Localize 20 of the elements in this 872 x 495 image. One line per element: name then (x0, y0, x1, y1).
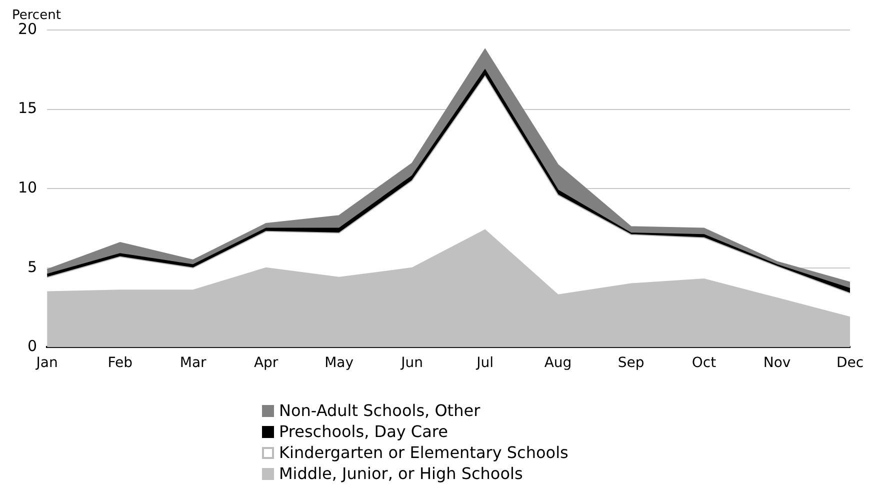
x-tick-label: Oct (692, 355, 717, 372)
legend-label: Non-Adult Schools, Other (279, 400, 480, 421)
x-tick-label: Feb (108, 355, 133, 372)
x-tick-label: Jun (400, 355, 423, 372)
legend-label: Middle, Junior, or High Schools (279, 463, 523, 484)
x-tick-label: May (324, 355, 354, 372)
x-tick-label: Jan (35, 355, 58, 372)
x-tick-label: Jul (476, 355, 494, 372)
legend-label: Kindergarten or Elementary Schools (279, 442, 568, 463)
x-tick-label: Aug (544, 355, 572, 372)
x-tick-label: Nov (763, 355, 791, 372)
y-tick-label: 15 (18, 99, 38, 118)
y-tick-label: 10 (18, 178, 38, 196)
y-tick-label: 0 (28, 337, 38, 356)
x-tick-label: Dec (836, 355, 864, 372)
legend-label: Preschools, Day Care (279, 421, 448, 442)
y-tick-label: 5 (28, 258, 38, 276)
x-tick-label: Sep (618, 355, 644, 372)
x-tick-label: Apr (254, 355, 278, 372)
x-tick-label: Mar (180, 355, 207, 372)
